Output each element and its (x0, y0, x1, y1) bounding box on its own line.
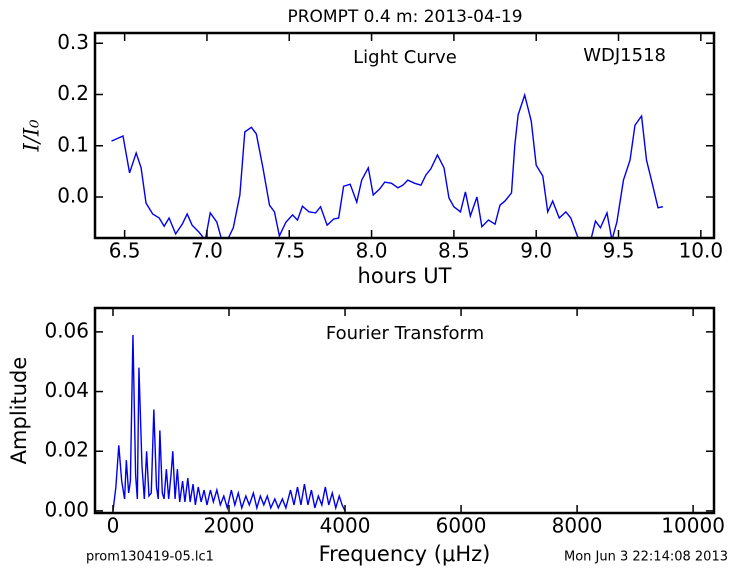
y-tick-label: 0.3 (57, 30, 89, 54)
y-tick-label: 0.02 (44, 438, 89, 462)
x-axis-label: hours UT (358, 264, 452, 288)
y-tick-label: 0.06 (44, 318, 89, 342)
x-tick-label: 9.0 (520, 239, 552, 263)
x-tick-label: 9.5 (603, 239, 635, 263)
x-tick-label: 10000 (661, 514, 725, 538)
x-tick-label: 8000 (552, 514, 603, 538)
x-axis-label: Frequency (μHz) (319, 542, 491, 566)
footer-left: prom130419-05.lc1 (86, 550, 214, 565)
y-axis-label: Amplitude (7, 357, 31, 465)
x-tick-label: 7.5 (273, 239, 305, 263)
x-tick-label: 8.5 (438, 239, 470, 263)
y-tick-label: 0.1 (57, 132, 89, 156)
x-tick-label: 8.0 (356, 239, 388, 263)
footer-right: Mon Jun 3 22:14:08 2013 (564, 550, 728, 565)
data-line (111, 92, 664, 238)
x-tick-label: 6000 (436, 514, 487, 538)
y-tick-label: 0.0 (57, 184, 89, 208)
annotation: Light Curve (353, 47, 457, 68)
axes-frame (93, 31, 716, 240)
annotation: WDJ1518 (583, 45, 666, 66)
y-tick-label: 0.2 (57, 81, 89, 105)
axes-frame (93, 306, 716, 515)
annotation: Fourier Transform (326, 323, 484, 344)
x-tick-label: 2000 (204, 514, 255, 538)
x-tick-label: 7.0 (191, 239, 223, 263)
x-tick-label: 6.5 (109, 239, 141, 263)
y-tick-label: 0.00 (44, 497, 89, 521)
chart-title: PROMPT 0.4 m: 2013-04-19 (287, 7, 522, 27)
data-line (112, 334, 346, 512)
x-tick-label: 4000 (320, 514, 371, 538)
y-axis-label: I/I₀ (20, 119, 44, 153)
y-tick-label: 0.04 (44, 378, 89, 402)
x-tick-label: 0 (107, 514, 120, 538)
x-tick-label: 10.0 (679, 239, 724, 263)
